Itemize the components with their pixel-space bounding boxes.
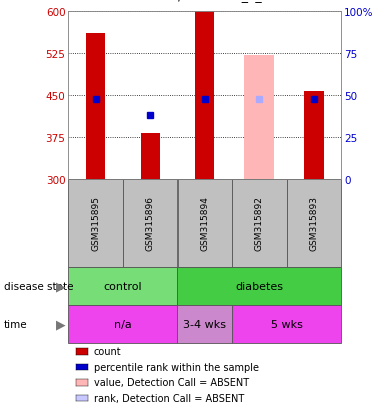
Text: diabetes: diabetes	[235, 281, 284, 291]
Bar	[177, 180, 232, 267]
Text: disease state: disease state	[4, 281, 73, 291]
Bar	[232, 305, 341, 343]
Text: GSM315892: GSM315892	[255, 196, 264, 251]
Bar	[140, 133, 160, 180]
Text: ▶: ▶	[56, 280, 65, 293]
Bar	[305, 92, 324, 180]
Text: time: time	[4, 319, 28, 329]
Bar	[68, 267, 177, 305]
Text: 5 wks: 5 wks	[271, 319, 303, 329]
Text: control: control	[103, 281, 142, 291]
Text: 3-4 wks: 3-4 wks	[183, 319, 226, 329]
Bar	[244, 55, 274, 180]
Text: ▶: ▶	[56, 318, 65, 331]
Text: rank, Detection Call = ABSENT: rank, Detection Call = ABSENT	[94, 393, 244, 403]
Text: GSM315896: GSM315896	[145, 196, 155, 251]
Bar	[86, 34, 105, 180]
Text: value, Detection Call = ABSENT: value, Detection Call = ABSENT	[94, 377, 249, 387]
Text: GSM315894: GSM315894	[200, 196, 209, 251]
Bar	[177, 305, 232, 343]
Bar	[123, 180, 177, 267]
Text: n/a: n/a	[114, 319, 132, 329]
Text: GSM315893: GSM315893	[309, 196, 319, 251]
Bar	[287, 180, 341, 267]
Bar	[195, 12, 215, 180]
Bar	[68, 180, 123, 267]
Text: count: count	[94, 347, 121, 356]
Text: GSM315895: GSM315895	[91, 196, 100, 251]
Bar	[68, 305, 177, 343]
Text: GDS3657 / 1438826_x_at: GDS3657 / 1438826_x_at	[115, 0, 275, 2]
Bar	[177, 267, 341, 305]
Bar	[232, 180, 287, 267]
Text: percentile rank within the sample: percentile rank within the sample	[94, 362, 259, 372]
